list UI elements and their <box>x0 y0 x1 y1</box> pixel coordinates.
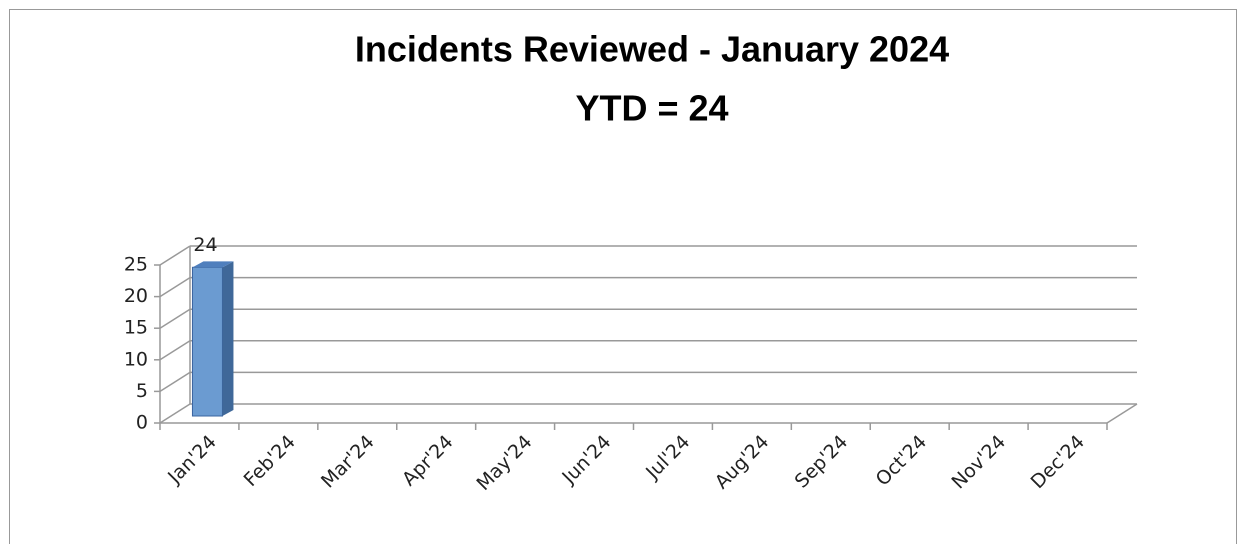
bar-top <box>192 261 234 268</box>
y-tick-label: 0 <box>136 412 148 434</box>
grid-line <box>159 340 191 361</box>
grid-line <box>159 403 191 424</box>
x-tick-label: Oct'24 <box>872 431 932 491</box>
grid-line <box>159 245 191 266</box>
x-tick-label: Nov'24 <box>947 431 1010 494</box>
x-tick-label: Mar'24 <box>317 431 379 493</box>
x-tick-label: Jan'24 <box>163 431 221 489</box>
x-tick-label: May'24 <box>472 431 536 495</box>
x-tick-label: Jun'24 <box>557 431 615 489</box>
x-tick-label: Dec'24 <box>1027 431 1089 493</box>
bar <box>191 261 234 417</box>
floor-edge <box>1106 403 1138 424</box>
y-tick-label: 5 <box>136 380 148 402</box>
y-tick-label: 15 <box>124 317 148 339</box>
x-tick-label: Feb'24 <box>240 431 300 491</box>
grid-line <box>159 371 191 393</box>
chart-subtitle: YTD = 24 <box>575 88 728 129</box>
y-tick-label: 25 <box>124 254 148 276</box>
x-tick-label: Aug'24 <box>711 431 774 494</box>
x-tick-label: Jul'24 <box>641 431 694 484</box>
y-tick-label: 20 <box>124 285 148 307</box>
data-label: 24 <box>193 234 217 256</box>
chart-border <box>9 9 1237 544</box>
bar-front <box>191 266 223 417</box>
bar-side <box>222 261 234 416</box>
grid-line <box>159 276 191 298</box>
y-tick-label: 10 <box>124 348 148 370</box>
chart-title: Incidents Reviewed - January 2024 <box>355 29 949 70</box>
grid-line <box>159 308 191 329</box>
x-tick-label: Apr'24 <box>398 431 458 491</box>
x-tick-label: Sep'24 <box>791 431 853 493</box>
